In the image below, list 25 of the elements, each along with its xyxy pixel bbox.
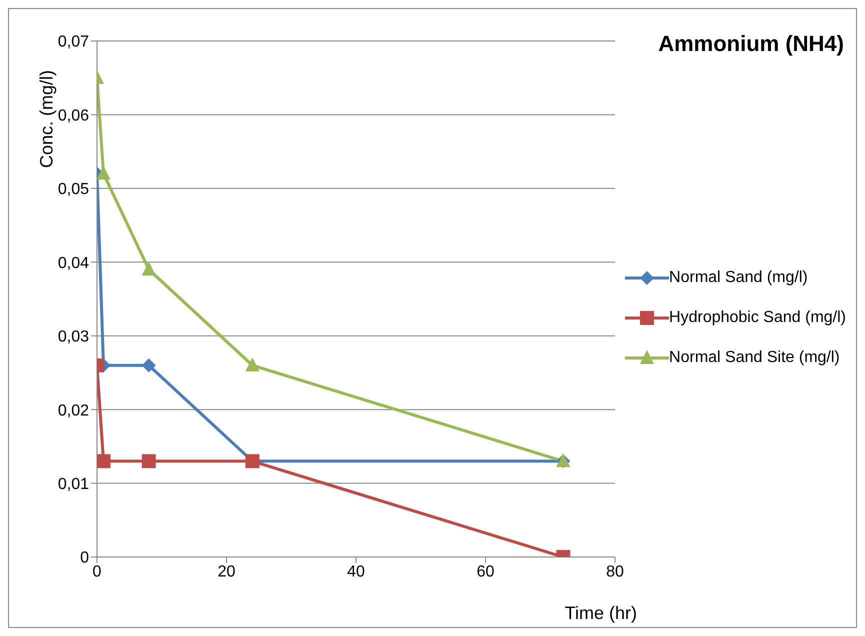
text: Ammonium (NH4): [658, 31, 844, 57]
y-tick-label: 0,04: [58, 254, 90, 272]
point: [97, 454, 110, 468]
y-axis-title: Conc. (mg/l): [36, 70, 58, 168]
point: [142, 262, 156, 276]
point: [142, 454, 156, 468]
y-tick-label: 0,01: [58, 476, 90, 493]
legend-label: Normal Sand Site (mg/l): [669, 349, 840, 367]
legend-label: Hydrophobic Sand (mg/l): [669, 309, 846, 327]
y-tick-label: 0,06: [58, 107, 90, 124]
x-tick-label: 60: [476, 563, 495, 580]
legend-label: Normal Sand (mg/l): [669, 269, 808, 287]
y-tick-label: 0,03: [58, 328, 90, 346]
y-tick-label: 0,02: [58, 402, 90, 420]
x-axis-title: Time (hr): [564, 603, 638, 623]
point: [245, 357, 260, 372]
point: [142, 358, 156, 372]
x-tick-label: 80: [606, 563, 624, 580]
point: [97, 166, 110, 180]
y-tick-label: 0,05: [58, 181, 90, 198]
x-tick-label: 40: [347, 563, 366, 580]
y-tick-label: 0: [80, 550, 90, 567]
x-tick-label: 0: [92, 563, 102, 580]
y-tick-label: 0,07: [58, 34, 90, 51]
x-tick-label: 20: [218, 563, 236, 580]
